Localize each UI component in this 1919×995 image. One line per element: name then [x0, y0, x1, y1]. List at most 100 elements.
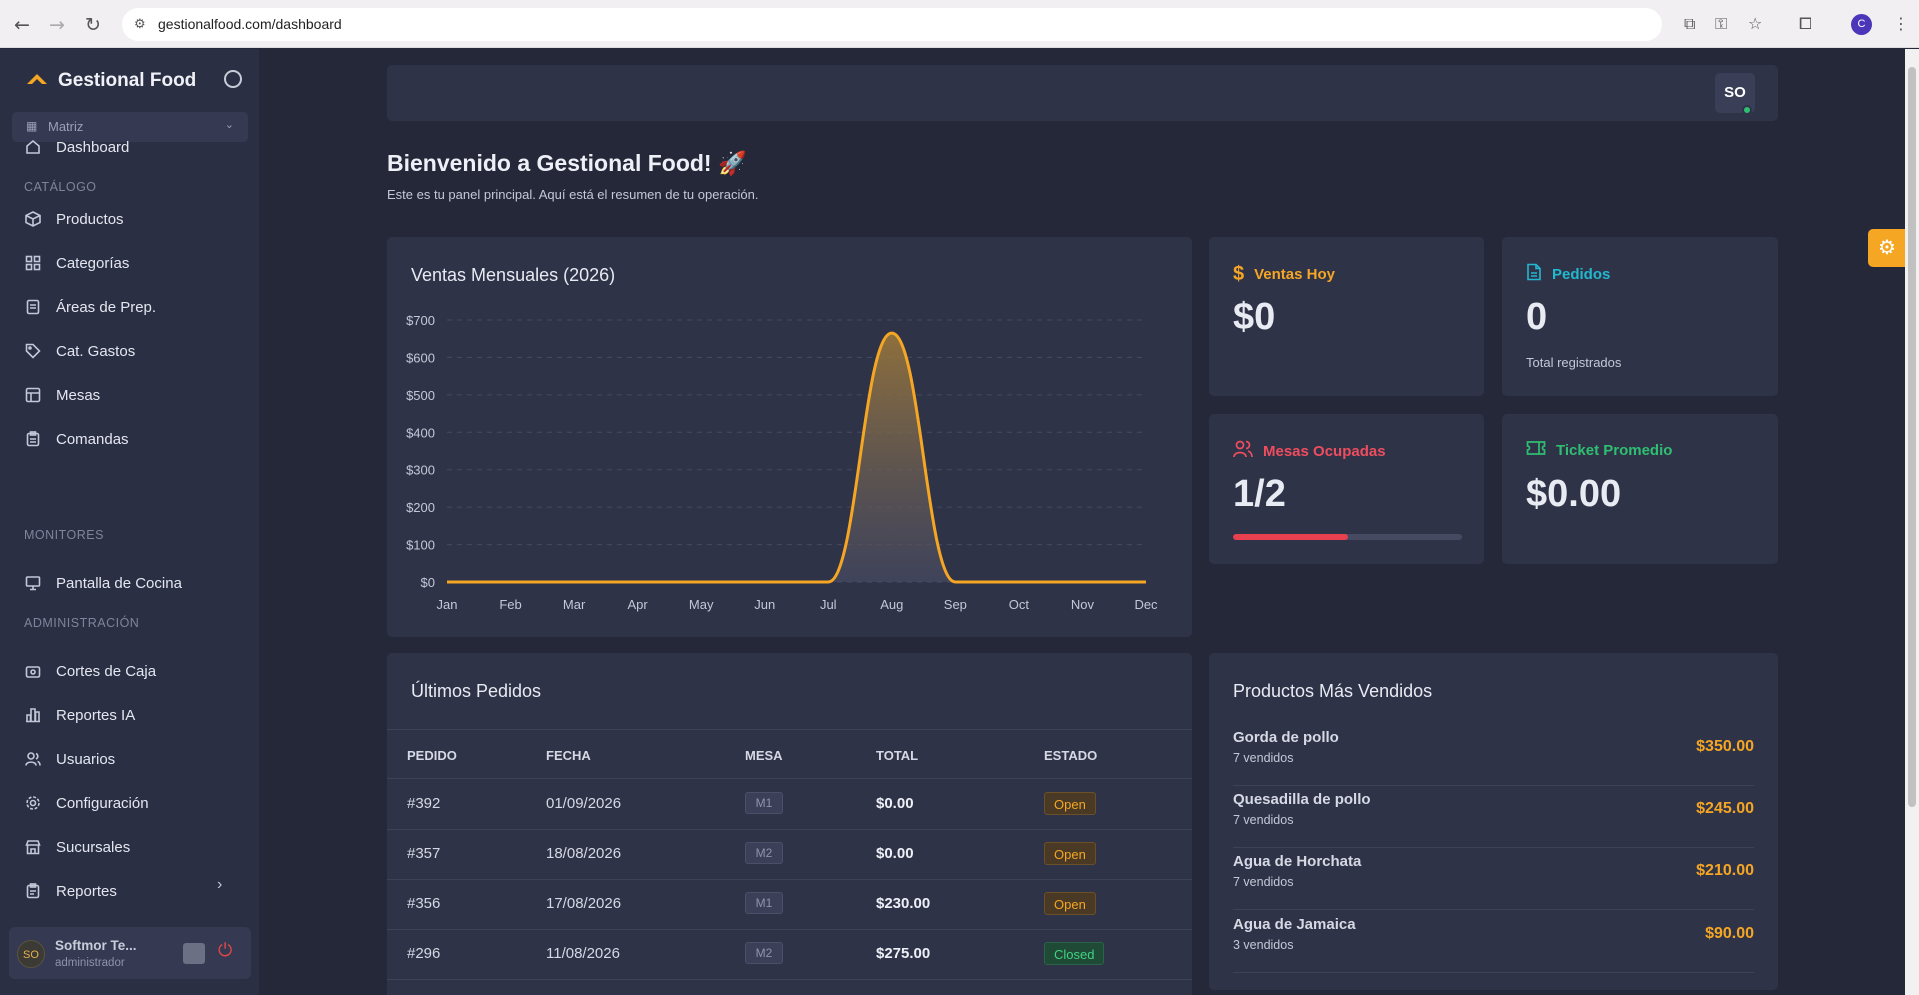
brand[interactable]: Gestional Food: [26, 69, 196, 92]
branch-select[interactable]: ▦ Matriz ⌄: [12, 112, 248, 142]
translate-icon[interactable]: ⧉: [1684, 14, 1696, 33]
gear-icon: [24, 794, 42, 812]
stat-value: $0.00: [1526, 473, 1622, 515]
sidebar-item-sucursales[interactable]: Sucursales: [24, 838, 130, 856]
sidebar-item-label: Reportes: [56, 882, 117, 900]
product-count: 7 vendidos: [1233, 751, 1294, 765]
product-name: Agua de Jamaica: [1233, 916, 1356, 933]
status-badge: Open: [1044, 842, 1096, 865]
sidebar-item-label: Usuarios: [56, 750, 116, 768]
extensions-icon[interactable]: ⧠: [1799, 14, 1812, 33]
y-tick-label: $0: [421, 575, 435, 590]
table-badge: M1: [745, 792, 783, 814]
sidebar-item-cortes-caja[interactable]: Cortes de Caja: [24, 662, 156, 680]
product-price: $210.00: [1696, 862, 1754, 879]
sidebar-item-areas[interactable]: Áreas de Prep.: [24, 298, 156, 316]
column-header[interactable]: FECHA: [546, 748, 591, 763]
x-tick-label: Dec: [1134, 597, 1158, 612]
sidebar-item-label: Productos: [56, 210, 124, 228]
tag-icon: [24, 342, 42, 360]
y-tick-label: $100: [406, 538, 435, 553]
avatar: SO: [17, 940, 45, 968]
menu-icon[interactable]: ⋮: [1893, 14, 1909, 33]
recent-orders-card: Últimos Pedidos PEDIDO FECHA MESA TOTAL …: [387, 653, 1192, 995]
table-badge: M2: [745, 842, 783, 864]
top-products-card: Productos Más Vendidos Gorda de pollo 7 …: [1209, 653, 1778, 990]
product-count: 7 vendidos: [1233, 813, 1294, 827]
power-icon[interactable]: ⏻: [218, 940, 233, 960]
scrollbar[interactable]: [1905, 49, 1919, 995]
chevron-right-icon[interactable]: ›: [217, 876, 223, 893]
table-row[interactable]: #356 17/08/2026 M1 $230.00 Open: [387, 880, 1192, 930]
sidebar-item-usuarios[interactable]: Usuarios: [24, 750, 115, 768]
product-name: Gorda de pollo: [1233, 729, 1339, 746]
orders-title: Últimos Pedidos: [411, 681, 542, 701]
grid-icon: [24, 254, 42, 272]
order-total: $275.00: [876, 945, 931, 962]
sidebar-item-reportes-ia[interactable]: Reportes IA: [24, 706, 135, 724]
browser-toolbar: ← → ↻ ⚙ gestionalfood.com/dashboard ⧉ ⚿ …: [0, 0, 1919, 48]
key-icon[interactable]: ⚿: [1715, 14, 1728, 33]
list-item[interactable]: Gorda de pollo 7 vendidos $350.00: [1233, 724, 1754, 786]
x-tick-label: May: [689, 597, 714, 612]
sidebar-item-label: Áreas de Prep.: [56, 298, 157, 316]
forward-icon[interactable]: →: [49, 14, 65, 36]
x-tick-label: Jul: [820, 597, 837, 612]
column-header[interactable]: PEDIDO: [407, 748, 457, 763]
stat-sub: Total registrados: [1526, 355, 1622, 370]
occupancy-progress: [1233, 534, 1462, 540]
report-icon: [24, 882, 42, 900]
star-icon[interactable]: ☆: [1748, 14, 1763, 33]
sidebar-item-comandas[interactable]: Comandas: [24, 430, 129, 448]
stat-label: Ticket Promedio: [1526, 440, 1672, 460]
sidebar: Gestional Food ▦ Matriz ⌄ Dashboard CATÁ…: [0, 49, 259, 995]
series-line: [446, 331, 1146, 584]
sidebar-item-productos[interactable]: Productos: [24, 210, 124, 228]
url-text[interactable]: gestionalfood.com/dashboard: [158, 16, 342, 32]
sidebar-item-label: Sucursales: [56, 838, 131, 856]
sales-chart: $0 $100 $200 $300 $400 $500 $600 $700 Jan Feb Mar A…: [406, 313, 1158, 612]
scrollbar-thumb[interactable]: [1908, 67, 1916, 807]
user-panel[interactable]: SO Softmor Te... administrador ⏻: [9, 927, 251, 979]
stat-card-avg-ticket: Ticket Promedio $0.00: [1502, 414, 1778, 564]
product-name: Agua de Horchata: [1233, 853, 1362, 870]
theme-toggle-button[interactable]: [183, 943, 205, 964]
users-icon: [24, 750, 42, 768]
stat-value: 1/2: [1233, 473, 1286, 515]
users-icon: [1233, 440, 1253, 462]
section-admin: ADMINISTRACIÓN: [24, 616, 140, 630]
sidebar-item-dashboard[interactable]: Dashboard: [24, 138, 129, 156]
sidebar-item-reportes[interactable]: Reportes: [24, 882, 117, 900]
address-bar[interactable]: ⚙ gestionalfood.com/dashboard: [122, 8, 1662, 41]
clock-icon[interactable]: [224, 70, 242, 88]
column-header[interactable]: MESA: [745, 748, 783, 763]
sidebar-item-categorias[interactable]: Categorías: [24, 254, 129, 272]
list-item[interactable]: Agua de Horchata 7 vendidos $210.00: [1233, 848, 1754, 910]
column-header[interactable]: TOTAL: [876, 748, 919, 763]
table-row[interactable]: #296 11/08/2026 M2 $275.00 Closed: [387, 930, 1192, 980]
sidebar-item-label: Comandas: [56, 430, 129, 448]
table-row[interactable]: #392 01/09/2026 M1 $0.00 Open: [387, 780, 1192, 830]
table-badge: M2: [745, 942, 783, 964]
table-icon: [24, 386, 42, 404]
top-products-title: Productos Más Vendidos: [1233, 681, 1433, 701]
sidebar-item-configuracion[interactable]: Configuración: [24, 794, 149, 812]
clipboard-list-icon: [24, 430, 42, 448]
product-name: Quesadilla de pollo: [1233, 791, 1371, 808]
sidebar-item-cat-gastos[interactable]: Cat. Gastos: [24, 342, 135, 360]
sidebar-item-label: Reportes IA: [56, 706, 136, 724]
table-row[interactable]: #357 18/08/2026 M2 $0.00 Open: [387, 830, 1192, 880]
stat-label-text: Mesas Ocupadas: [1263, 442, 1386, 460]
reload-icon[interactable]: ↻: [85, 14, 101, 36]
x-tick-label: Jun: [754, 597, 775, 612]
sidebar-item-mesas[interactable]: Mesas: [24, 386, 100, 404]
column-header[interactable]: ESTADO: [1044, 748, 1098, 763]
product-price: $245.00: [1696, 800, 1754, 817]
sidebar-item-kitchen-screen[interactable]: Pantalla de Cocina: [24, 574, 182, 592]
list-item[interactable]: Quesadilla de pollo 7 vendidos $245.00: [1233, 786, 1754, 848]
back-icon[interactable]: ←: [14, 14, 30, 36]
settings-gear-button[interactable]: ⚙: [1868, 229, 1906, 267]
profile-avatar[interactable]: C: [1851, 14, 1872, 35]
list-item[interactable]: Agua de Jamaica 3 vendidos $90.00: [1233, 911, 1754, 973]
site-info-icon[interactable]: ⚙: [134, 16, 146, 31]
